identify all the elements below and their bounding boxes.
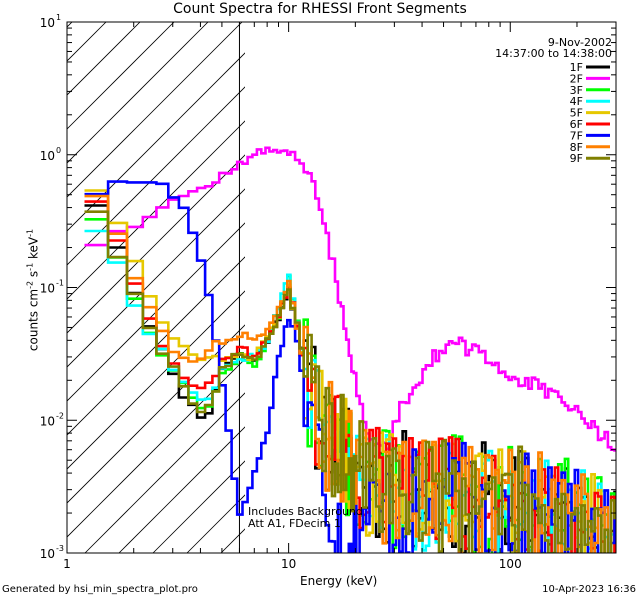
- hatch-line: [67, 290, 245, 470]
- hatch-line: [67, 22, 175, 130]
- x-tick-label: 100: [499, 557, 522, 571]
- legend-label-8F: 8F: [570, 141, 583, 154]
- y-tick-label-exp: 1: [56, 13, 61, 22]
- legend-label-1F: 1F: [570, 61, 583, 74]
- footer-generator-text: Generated by hsi_min_spectra_plot.pro: [2, 584, 198, 595]
- hatch-line: [67, 188, 245, 368]
- hatch-line: [118, 426, 245, 553]
- legend-label-4F: 4F: [570, 95, 583, 108]
- y-tick-label-base: 10: [40, 16, 55, 30]
- hatch-line: [67, 22, 209, 164]
- hatch-line: [67, 120, 245, 300]
- series-6F: [84, 200, 616, 553]
- footer-timestamp: 10-Apr-2023 16:36: [542, 584, 636, 595]
- legend-label-6F: 6F: [570, 118, 583, 131]
- y-axis-label: counts cm-2 s-1 keV-1: [26, 229, 41, 351]
- hatch-line: [67, 22, 73, 28]
- chart-title: Count Spectra for RHESSI Front Segments: [173, 1, 467, 17]
- hatch-line: [67, 358, 245, 538]
- hatch-line: [67, 22, 141, 96]
- hatch-line: [67, 52, 245, 232]
- series-7F: [84, 180, 616, 553]
- y-tick-label-base: 10: [40, 414, 55, 428]
- y-axis-label-s: s: [26, 270, 41, 281]
- observation-date: 9-Nov-2002: [547, 36, 612, 49]
- hatch-line: [67, 324, 245, 504]
- y-axis-label-exp-kev: -1: [25, 228, 35, 237]
- series-layer: [84, 146, 616, 553]
- x-tick-label: 10: [281, 557, 296, 571]
- y-axis-label-exp-s: -1: [25, 262, 35, 271]
- y-tick-label-exp: 0: [56, 146, 61, 155]
- y-tick-label-exp: -3: [56, 544, 64, 553]
- y-axis-label-base: counts cm: [26, 288, 41, 352]
- y-tick-label-exp: -2: [56, 411, 64, 420]
- y-tick-label-exp: -1: [56, 279, 64, 288]
- y-axis-label-kev: keV: [26, 236, 41, 263]
- annotation-background: Includes Background: [248, 505, 363, 518]
- legend-label-3F: 3F: [570, 84, 583, 97]
- y-tick-label-base: 10: [40, 282, 55, 296]
- hatch-line: [67, 22, 243, 198]
- hatch-line: [67, 256, 245, 436]
- hatch-line: [67, 222, 245, 402]
- x-tick-label: 1: [63, 557, 71, 571]
- x-axis-label: Energy (keV): [300, 574, 378, 588]
- series-2F: [84, 146, 616, 452]
- legend-label-5F: 5F: [570, 107, 583, 120]
- y-tick-label-base: 10: [40, 149, 55, 163]
- hatch-line: [84, 392, 245, 553]
- y-axis-label-exp-cm: -2: [25, 280, 35, 289]
- annotation-attenuator: Att A1, FDecim 1: [248, 517, 341, 530]
- legend-label-2F: 2F: [570, 72, 583, 85]
- legend-label-9F: 9F: [570, 152, 583, 165]
- observation-time-range: 14:37:00 to 14:38:00: [495, 47, 612, 60]
- legend-label-7F: 7F: [570, 129, 583, 142]
- y-tick-label-base: 10: [40, 547, 55, 561]
- series-9F: [84, 210, 616, 553]
